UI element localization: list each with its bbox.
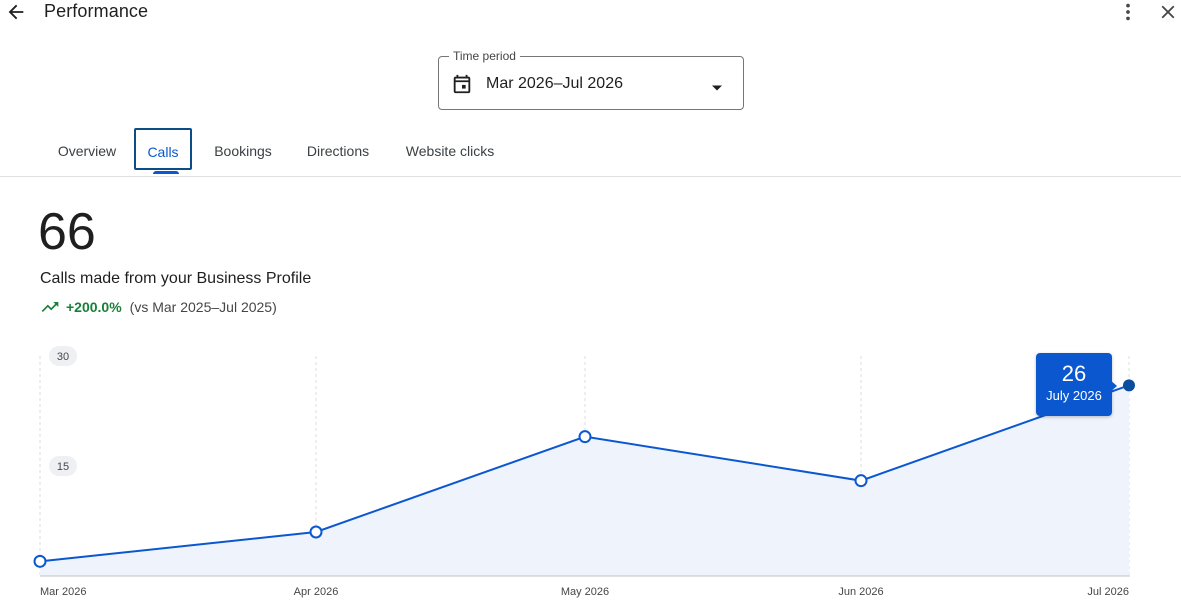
metric-description: Calls made from your Business Profile: [40, 270, 312, 287]
tab-directions[interactable]: Directions: [306, 143, 370, 159]
y-tick-pill-0: [49, 346, 77, 366]
chart-point-3: [854, 474, 868, 488]
close-button[interactable]: [1154, 0, 1181, 26]
chart-point-0: [33, 554, 47, 568]
time-period-select[interactable]: Time period Mar 2026–Jul 2026: [438, 49, 744, 110]
x-tick-label-3: Jun 2026: [838, 586, 883, 598]
more-options-button[interactable]: [1114, 0, 1142, 26]
y-tick-label-1: 15: [57, 461, 69, 473]
tooltip-pointer: [1109, 379, 1117, 393]
x-tick-label-2: May 2026: [561, 586, 609, 598]
trending-up-icon: [41, 302, 59, 312]
dropdown-arrow-icon: [711, 79, 723, 97]
tooltip-label: July 2026: [1046, 388, 1102, 403]
x-tick-label-1: Apr 2026: [294, 586, 339, 598]
page-title: Performance: [44, 1, 149, 21]
time-period-value: Mar 2026–Jul 2026: [486, 75, 623, 92]
x-tick-label-4: Jul 2026: [1087, 586, 1129, 598]
tab-overview[interactable]: Overview: [57, 143, 117, 159]
trend-summary: +200.0% (vs Mar 2025–Jul 2025): [40, 297, 277, 317]
trend-comparison: (vs Mar 2025–Jul 2025): [129, 299, 277, 315]
tooltip-value: 26: [1061, 361, 1087, 386]
close-icon: [1161, 5, 1175, 19]
back-button[interactable]: [2, 0, 30, 26]
y-tick-pill-1: [49, 456, 77, 476]
arrow-back-icon: [8, 4, 24, 20]
y-tick-label-0: 30: [57, 351, 69, 363]
more-vert-icon: [1126, 3, 1130, 21]
metric-total: 66: [38, 203, 96, 261]
top-app-bar: Performance: [0, 0, 1181, 30]
calls-chart: 30 15 Mar 2026 Apr 2026 May 2026 Jun 2026 Jul …: [0, 340, 1181, 614]
metric-tabs: Overview Calls Bookings Directions Websi…: [0, 128, 1181, 177]
calendar-icon: [451, 73, 473, 100]
tab-calls[interactable]: Calls: [134, 128, 192, 170]
chart-point-1: [309, 525, 323, 539]
active-tab-indicator: [153, 171, 179, 174]
chart-tooltip: 26 July 2026: [1036, 353, 1117, 416]
chart-point-4: [1123, 379, 1135, 392]
tab-bookings[interactable]: Bookings: [214, 143, 272, 159]
chart-area: [40, 385, 1129, 576]
trend-percentage: +200.0%: [66, 299, 122, 315]
chart-point-2: [578, 430, 592, 444]
calls-chart-svg: 30 15 Mar 2026 Apr 2026 May 2026 Jun 2026 Jul …: [33, 346, 1135, 598]
x-tick-label-0: Mar 2026: [40, 586, 86, 598]
time-period-label: Time period: [449, 49, 520, 63]
tab-website-clicks[interactable]: Website clicks: [405, 143, 495, 159]
